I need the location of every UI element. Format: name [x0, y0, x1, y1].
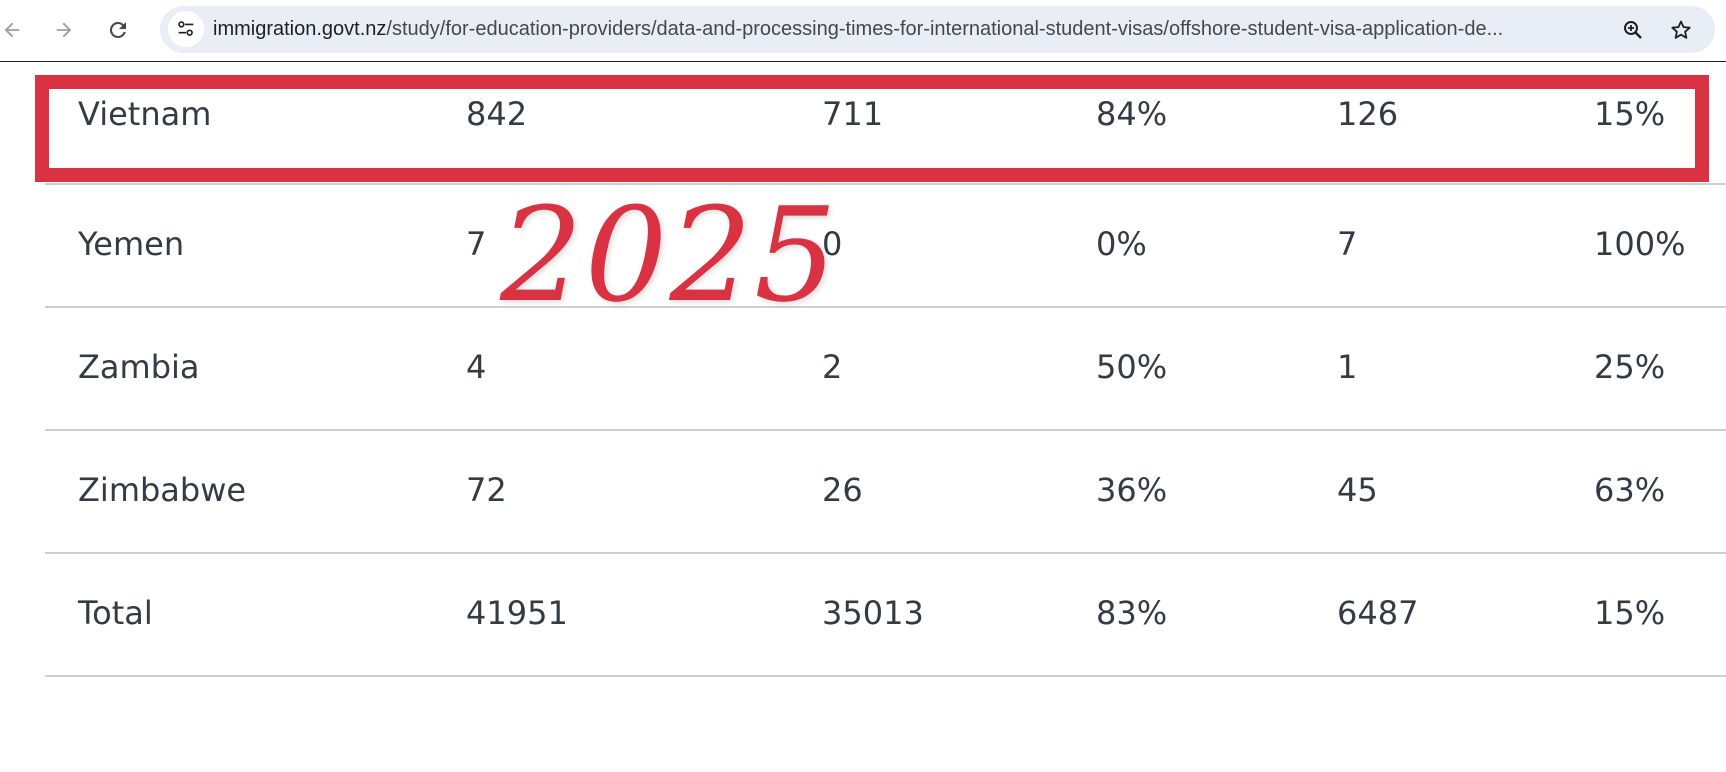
table-cell: 7 — [466, 225, 487, 263]
zoom-button[interactable] — [1615, 12, 1651, 48]
table-cell: 63% — [1594, 471, 1666, 509]
table-cell: 50% — [1096, 348, 1168, 386]
table-cell: 45 — [1337, 471, 1378, 509]
table-cell: 100% — [1594, 225, 1686, 263]
address-bar[interactable]: immigration.govt.nz/study/for-education-… — [160, 6, 1715, 53]
table-cell: 2 — [822, 348, 843, 386]
browser-toolbar: immigration.govt.nz/study/for-education-… — [0, 0, 1726, 62]
table-cell: 72 — [466, 471, 507, 509]
country-cell: Yemen — [78, 225, 185, 263]
table-row: Zimbabwe 72 26 36% 45 63% — [45, 431, 1726, 554]
url-path: /study/for-education-providers/data-and-… — [386, 18, 1504, 40]
table-cell: 842 — [466, 95, 528, 133]
table-row: Zambia 4 2 50% 1 25% — [45, 308, 1726, 431]
table-cell: 6487 — [1337, 594, 1419, 632]
table-cell: 36% — [1096, 471, 1168, 509]
arrow-right-icon — [56, 22, 72, 38]
table-cell: 0% — [1096, 225, 1147, 263]
table-row: Vietnam 842 711 84% 126 15% — [45, 77, 1726, 185]
bookmark-button[interactable] — [1663, 12, 1699, 48]
data-table: Vietnam 842 711 84% 126 15% Yemen 7 0 0%… — [45, 77, 1726, 677]
reload-icon — [109, 21, 126, 38]
table-row-total: Total 41951 35013 83% 6487 15% — [45, 554, 1726, 677]
tune-icon — [178, 21, 194, 36]
reload-button[interactable] — [98, 10, 138, 50]
country-cell: Vietnam — [78, 95, 212, 133]
table-cell: 4 — [466, 348, 487, 386]
back-button[interactable] — [0, 10, 32, 50]
table-cell: 0 — [822, 225, 843, 263]
table-cell: 15% — [1594, 95, 1666, 133]
table-row: Yemen 7 0 0% 7 100% — [45, 185, 1726, 308]
table-cell: 41951 — [466, 594, 568, 632]
country-cell: Zambia — [78, 348, 200, 386]
forward-button[interactable] — [44, 10, 84, 50]
star-icon — [1671, 20, 1691, 39]
table-cell: 83% — [1096, 594, 1168, 632]
site-info-button[interactable] — [168, 11, 204, 47]
table-cell: 15% — [1594, 594, 1666, 632]
year-overlay: 2025 — [500, 179, 839, 331]
url-host: immigration.govt.nz — [213, 18, 387, 40]
table-cell: 711 — [822, 95, 884, 133]
table-cell: 25% — [1594, 348, 1666, 386]
total-label: Total — [78, 594, 153, 632]
table-cell: 126 — [1337, 95, 1399, 133]
table-cell: 84% — [1096, 95, 1168, 133]
arrow-left-icon — [4, 22, 20, 38]
table-cell: 35013 — [822, 594, 924, 632]
table-cell: 1 — [1337, 348, 1358, 386]
country-cell: Zimbabwe — [78, 471, 247, 509]
table-cell: 26 — [822, 471, 863, 509]
table-cell: 7 — [1337, 225, 1358, 263]
zoom-in-icon — [1624, 21, 1642, 39]
url-text[interactable]: immigration.govt.nz/study/for-education-… — [213, 6, 1648, 53]
